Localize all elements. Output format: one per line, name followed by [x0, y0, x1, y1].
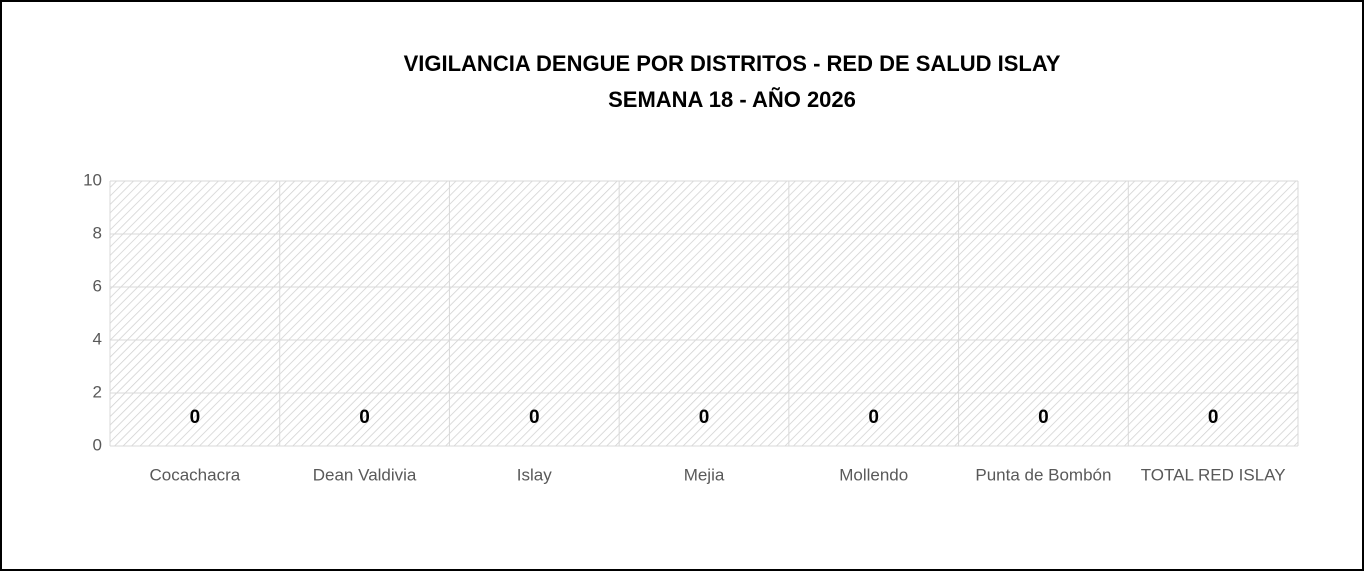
- data-label: 0: [359, 407, 370, 428]
- y-tick-label: 8: [93, 223, 102, 242]
- data-label: 0: [1038, 407, 1049, 428]
- x-tick-label: Mollendo: [839, 465, 908, 484]
- y-tick-label: 2: [93, 382, 102, 401]
- y-tick-label: 0: [93, 435, 102, 454]
- data-label: 0: [190, 407, 201, 428]
- x-tick-label: TOTAL RED ISLAY: [1141, 465, 1286, 484]
- x-tick-label: Islay: [517, 465, 552, 484]
- plot-area: [110, 181, 1298, 446]
- y-tick-label: 4: [93, 329, 102, 348]
- x-tick-label: Punta de Bombón: [975, 465, 1111, 484]
- data-label: 0: [529, 407, 540, 428]
- y-tick-label: 6: [93, 276, 102, 295]
- x-tick-label: Dean Valdivia: [313, 465, 417, 484]
- data-label: 0: [868, 407, 879, 428]
- data-label: 0: [1208, 407, 1219, 428]
- chart-title: VIGILANCIA DENGUE POR DISTRITOS - RED DE…: [404, 51, 1061, 76]
- data-label: 0: [699, 407, 710, 428]
- y-tick-label: 10: [83, 170, 102, 189]
- chart-subtitle: SEMANA 18 - AÑO 2026: [608, 87, 856, 112]
- x-tick-label: Cocachacra: [149, 465, 240, 484]
- x-tick-label: Mejia: [684, 465, 725, 484]
